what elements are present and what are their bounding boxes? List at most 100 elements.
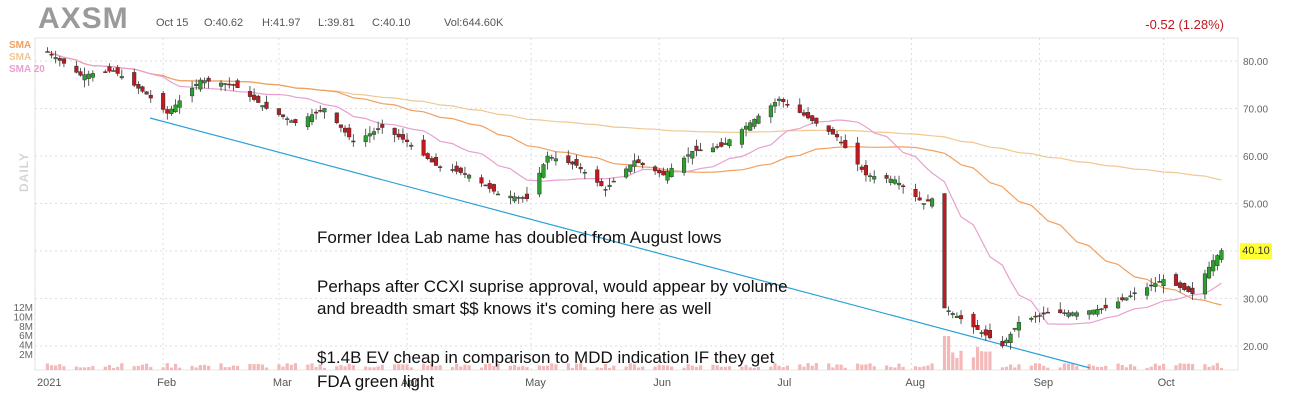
candlestick xyxy=(103,69,108,73)
volume-bar xyxy=(727,366,732,370)
volume-bar xyxy=(835,364,839,370)
candlestick xyxy=(1207,261,1212,280)
volume-bar xyxy=(74,366,78,370)
volume-bar xyxy=(335,366,339,370)
volume-bar xyxy=(1000,367,1004,370)
candlestick xyxy=(86,70,91,86)
candlestick xyxy=(801,109,806,117)
volume-bar xyxy=(624,366,628,370)
volume-bar xyxy=(603,364,608,370)
candlestick xyxy=(1066,310,1071,319)
candlestick xyxy=(256,94,261,103)
volume-bar xyxy=(971,357,976,370)
volume-bar xyxy=(632,364,637,370)
annotation-line-4: $1.4B EV cheap in comparison to MDD indi… xyxy=(317,348,775,367)
candlestick xyxy=(53,50,58,64)
candlestick xyxy=(247,85,253,102)
volume-bar xyxy=(401,364,405,370)
volume-bar xyxy=(670,366,674,370)
candlestick xyxy=(657,168,662,178)
volume-bars xyxy=(45,336,1224,370)
candlestick xyxy=(1037,313,1042,323)
candlestick xyxy=(566,150,571,165)
volume-bar xyxy=(198,365,202,370)
candlestick xyxy=(599,178,604,187)
date-axis: 2021 Feb Mar Apr May Jun Jul Aug Sep Oct xyxy=(37,377,1175,389)
volume-bar xyxy=(347,363,351,370)
candlestick xyxy=(739,127,744,149)
volume-bar xyxy=(1058,367,1062,370)
volume-bar xyxy=(1037,363,1042,370)
volume-bar xyxy=(839,364,843,370)
volume-bar xyxy=(570,367,575,370)
candlestick xyxy=(727,138,732,149)
candlestick xyxy=(975,319,980,330)
candlestick xyxy=(1173,272,1179,287)
volume-bar xyxy=(1207,366,1211,370)
candlestick xyxy=(276,108,281,117)
candlestick xyxy=(458,166,463,176)
volume-bar xyxy=(459,366,463,370)
candlestick xyxy=(640,161,645,169)
volume-bar xyxy=(781,367,785,370)
candlestick xyxy=(1190,281,1195,300)
volume-bar xyxy=(421,363,426,370)
volume-bar xyxy=(343,366,347,370)
volume-bar xyxy=(599,367,603,370)
volume-bar xyxy=(690,365,694,370)
candlestick xyxy=(429,156,434,163)
candlestick xyxy=(1145,282,1150,300)
volume-bar xyxy=(1211,365,1215,370)
candlestick xyxy=(1099,308,1104,314)
candlestick xyxy=(624,166,629,179)
candlestick xyxy=(636,155,641,164)
candlesticks xyxy=(45,47,1224,350)
volume-bar xyxy=(149,366,153,370)
candlestick xyxy=(318,105,323,113)
candlestick xyxy=(942,193,947,309)
candlestick xyxy=(855,136,860,172)
candlestick xyxy=(1103,297,1108,312)
volume-bar xyxy=(918,367,922,370)
candlestick xyxy=(843,134,848,149)
volume-bar xyxy=(339,365,343,370)
candlestick xyxy=(859,164,864,173)
candlestick xyxy=(314,109,319,120)
candlestick xyxy=(921,203,926,210)
x-tick-label: Oct xyxy=(1158,377,1175,389)
candlestick xyxy=(698,142,703,152)
candlestick xyxy=(1128,290,1133,298)
annotation-line-3: and breadth smart $$ knows it's coming h… xyxy=(317,299,712,318)
volume-bar xyxy=(178,367,182,370)
x-tick-label: Mar xyxy=(273,377,292,389)
volume-bar xyxy=(583,367,587,370)
volume-bar xyxy=(1149,366,1153,370)
candlestick xyxy=(1091,309,1096,316)
candlestick xyxy=(1058,302,1063,314)
candlestick xyxy=(218,80,224,91)
candlestick xyxy=(487,179,492,193)
candlestick xyxy=(686,147,691,163)
candlestick xyxy=(433,153,439,166)
annotation-line-1: Former Idea Lab name has doubled from Au… xyxy=(317,228,722,247)
volume-bar xyxy=(1186,363,1190,370)
volume-bar xyxy=(1075,366,1079,370)
volume-bar xyxy=(777,365,781,370)
candlestick xyxy=(202,77,207,89)
volume-bar xyxy=(264,367,269,370)
candlestick xyxy=(520,195,525,203)
candlestick xyxy=(305,113,310,130)
candlestick xyxy=(264,95,269,110)
volume-bar xyxy=(277,364,281,370)
candlestick xyxy=(512,192,517,204)
header-low: L:39.81 xyxy=(318,17,355,29)
candlestick xyxy=(797,98,802,114)
volume-bar xyxy=(285,363,289,370)
sma-label-2: SMA xyxy=(9,52,32,63)
volume-bar xyxy=(517,366,521,370)
candlestick xyxy=(1033,311,1038,324)
volume-bar xyxy=(1042,365,1046,370)
volume-bar xyxy=(831,367,835,370)
